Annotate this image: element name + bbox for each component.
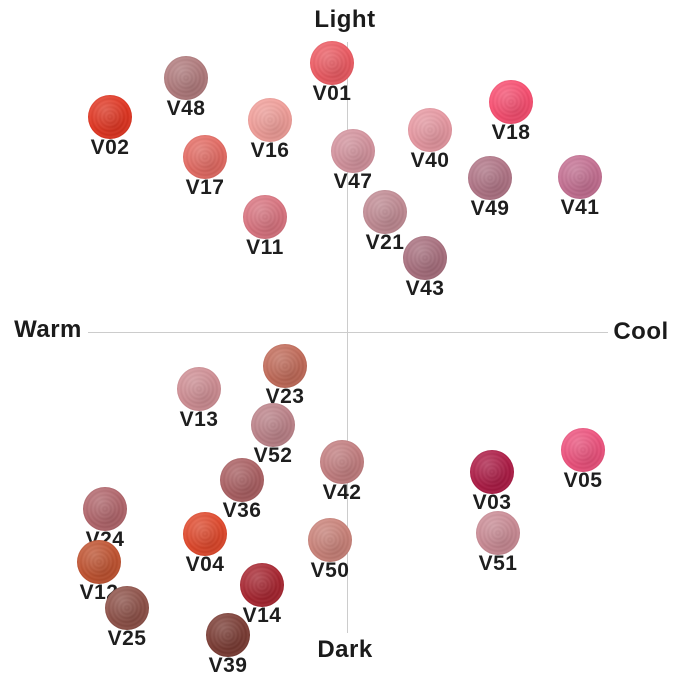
shade-label: V17	[185, 176, 225, 199]
horizontal-axis-line	[88, 332, 608, 333]
shade-swatch	[476, 511, 520, 555]
shade-label: V42	[322, 481, 362, 504]
shade-point: V25	[105, 586, 149, 650]
shade-swatch	[470, 450, 514, 494]
shade-swatch	[183, 512, 227, 556]
shade-swatch	[105, 586, 149, 630]
shade-swatch	[561, 428, 605, 472]
shade-label: V04	[185, 553, 225, 576]
shade-swatch	[183, 135, 227, 179]
shade-swatch	[308, 518, 352, 562]
shade-point: V02	[88, 95, 132, 159]
axis-label-cool: Cool	[613, 318, 669, 345]
shade-point: V47	[331, 129, 375, 193]
shade-label: V21	[365, 231, 405, 254]
shade-point: V04	[183, 512, 227, 576]
shade-swatch	[408, 108, 452, 152]
shade-swatch	[251, 403, 295, 447]
axis-label-light: Light	[314, 6, 376, 33]
shade-swatch	[558, 155, 602, 199]
shade-point: V51	[476, 511, 520, 575]
shade-label: V52	[253, 444, 293, 467]
shade-point: V17	[183, 135, 227, 199]
shade-label: V41	[560, 196, 600, 219]
shade-label: V47	[333, 170, 373, 193]
shade-point: V05	[561, 428, 605, 492]
shade-point: V42	[320, 440, 364, 504]
shade-swatch	[88, 95, 132, 139]
shade-point: V40	[408, 108, 452, 172]
shade-swatch	[331, 129, 375, 173]
shade-point: V21	[363, 190, 407, 254]
shade-swatch	[263, 344, 307, 388]
shade-point: V49	[468, 156, 512, 220]
shade-point: V11	[243, 195, 287, 259]
shade-point: V14	[240, 563, 284, 627]
shade-label: V18	[491, 121, 531, 144]
shade-point: V36	[220, 458, 264, 522]
shade-swatch	[320, 440, 364, 484]
shade-swatch	[220, 458, 264, 502]
shade-swatch	[248, 98, 292, 142]
shade-point: V01	[310, 41, 354, 105]
shade-swatch	[489, 80, 533, 124]
shade-swatch	[83, 487, 127, 531]
axis-label-dark: Dark	[317, 636, 373, 663]
shade-point: V43	[403, 236, 447, 300]
shade-label: V25	[107, 627, 147, 650]
shade-point: V12	[77, 540, 121, 604]
shade-label: V01	[312, 82, 352, 105]
shade-label: V48	[166, 97, 206, 120]
shade-point: V48	[164, 56, 208, 120]
shade-swatch	[77, 540, 121, 584]
shade-swatch	[206, 613, 250, 657]
shade-point: V52	[251, 403, 295, 467]
shade-label: V13	[179, 408, 219, 431]
shade-label: V50	[310, 559, 350, 582]
shade-label: V11	[246, 236, 284, 259]
shade-label: V14	[242, 604, 282, 627]
shade-swatch	[177, 367, 221, 411]
shade-point: V24	[83, 487, 127, 551]
shade-label: V16	[250, 139, 290, 162]
shade-swatch	[164, 56, 208, 100]
shade-point: V39	[206, 613, 250, 677]
shade-swatch	[363, 190, 407, 234]
shade-label: V03	[472, 491, 512, 514]
shade-swatch	[403, 236, 447, 280]
shade-label: V51	[478, 552, 518, 575]
shade-point: V18	[489, 80, 533, 144]
shade-point: V41	[558, 155, 602, 219]
shade-point: V13	[177, 367, 221, 431]
shade-label: V36	[222, 499, 262, 522]
shade-point: V50	[308, 518, 352, 582]
axis-label-warm: Warm	[14, 316, 82, 343]
shade-label: V43	[405, 277, 445, 300]
shade-swatch	[468, 156, 512, 200]
shade-label: V49	[470, 197, 510, 220]
shade-swatch	[243, 195, 287, 239]
shade-swatch	[310, 41, 354, 85]
shade-label: V05	[563, 469, 603, 492]
shade-label: V23	[265, 385, 305, 408]
shade-label: V39	[208, 654, 248, 677]
shade-point: V23	[263, 344, 307, 408]
shade-swatch	[240, 563, 284, 607]
shade-label: V40	[410, 149, 450, 172]
shade-point: V16	[248, 98, 292, 162]
shade-point: V03	[470, 450, 514, 514]
shade-label: V02	[90, 136, 130, 159]
vertical-axis-line	[347, 42, 348, 633]
